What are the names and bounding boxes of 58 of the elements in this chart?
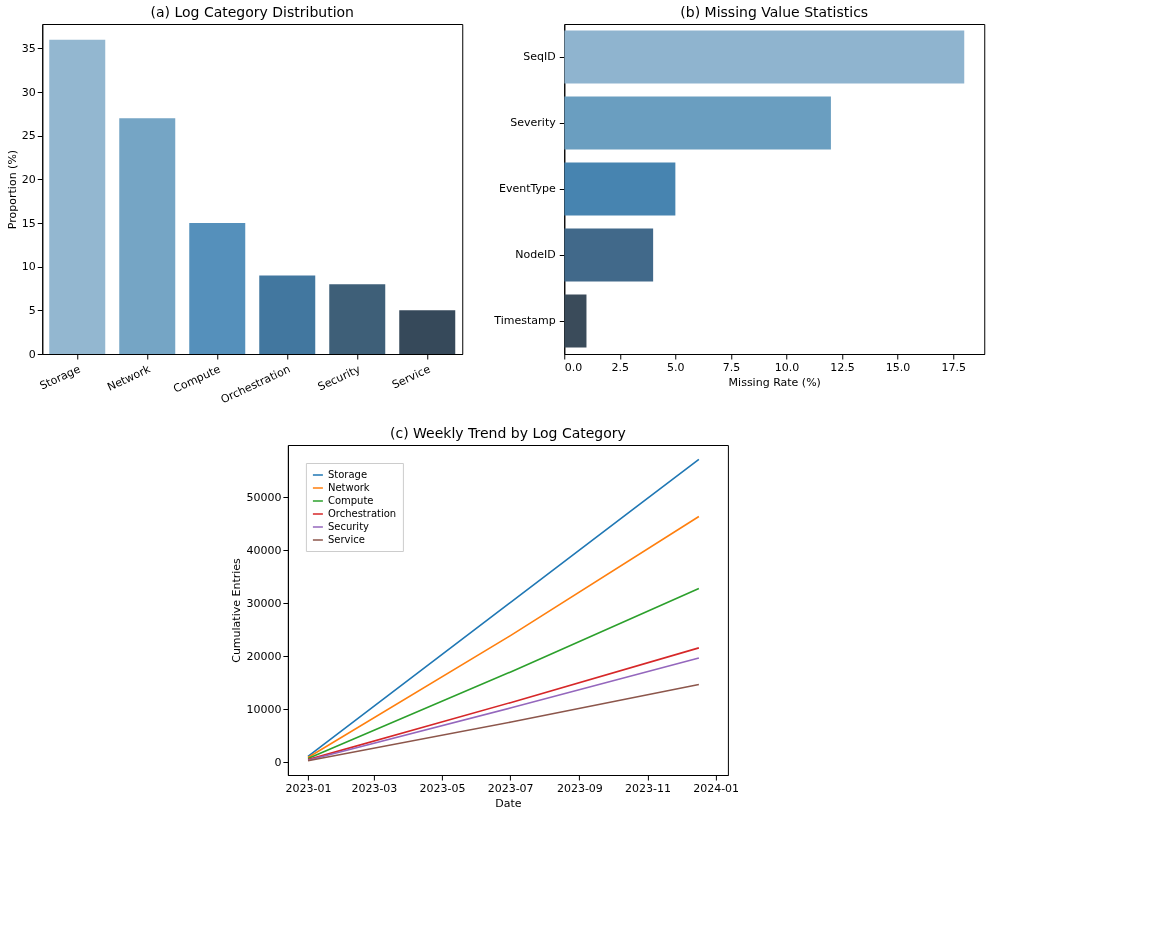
x-axis-title: Missing Rate (%) [728, 375, 821, 389]
y-tick-label: 50000 [246, 490, 282, 504]
y-tick-label: EventType [498, 182, 556, 195]
legend-label: Security [327, 521, 370, 532]
x-tick-label: 12.5 [830, 360, 855, 374]
x-tick-label: 5.0 [667, 360, 685, 374]
y-tick-label: 10 [21, 260, 36, 274]
bar [189, 223, 246, 354]
x-tick-label: 0.0 [564, 360, 583, 374]
x-tick-label: 2023-01 [285, 781, 332, 795]
bar [49, 39, 106, 354]
legend-label: Storage [327, 469, 368, 480]
y-tick-label: 20 [21, 172, 36, 186]
bar [564, 162, 676, 216]
bar [329, 284, 386, 354]
y-tick-label: 35 [21, 41, 36, 55]
legend-label: Orchestration [327, 508, 397, 519]
bar [564, 96, 831, 150]
bar [259, 275, 316, 354]
y-axis-title: Cumulative Entries [230, 557, 244, 663]
bar [564, 30, 965, 84]
bar [564, 228, 654, 282]
chart-title: (b) Missing Value Statistics [680, 4, 869, 20]
chart-title: (a) Log Category Distribution [150, 4, 354, 20]
x-tick-label: 2023-09 [556, 781, 603, 795]
y-tick-label: 30 [21, 85, 36, 99]
y-tick-label: 20000 [246, 649, 282, 663]
x-tick-label: 2023-11 [625, 781, 671, 795]
y-tick-label: SeqID [523, 50, 556, 63]
x-tick-label: 7.5 [722, 360, 741, 374]
x-tick-label: 2024-01 [693, 781, 740, 795]
x-tick-label: 2023-03 [351, 781, 398, 795]
bar [119, 118, 176, 354]
x-tick-label: 2023-05 [419, 781, 466, 795]
y-tick-label: Severity [510, 116, 557, 129]
y-tick-label: Timestamp [493, 314, 556, 327]
y-tick-label: 30000 [246, 596, 282, 610]
y-tick-label: 15 [21, 216, 36, 230]
y-tick-label: NodeID [515, 248, 556, 261]
bar [564, 294, 587, 348]
legend-label: Service [327, 534, 365, 545]
chart-title: (c) Weekly Trend by Log Category [389, 425, 626, 441]
x-tick-label: 2023-07 [487, 781, 534, 795]
legend-label: Network [327, 482, 370, 493]
y-tick-label: 5 [28, 303, 36, 317]
bar [399, 310, 456, 354]
y-axis-title: Proportion (%) [5, 149, 19, 230]
y-tick-label: 10000 [246, 702, 282, 716]
x-tick-label: 15.0 [885, 360, 911, 374]
legend-label: Compute [327, 495, 374, 506]
y-tick-label: 40000 [246, 543, 282, 557]
x-tick-label: 2.5 [611, 360, 630, 374]
y-tick-label: 0 [28, 347, 36, 361]
x-tick-label: 10.0 [774, 360, 800, 374]
y-tick-label: 25 [21, 129, 36, 143]
y-tick-label: 0 [274, 755, 282, 769]
x-axis-title: Date [495, 796, 522, 810]
x-tick-label: 17.5 [941, 360, 966, 374]
